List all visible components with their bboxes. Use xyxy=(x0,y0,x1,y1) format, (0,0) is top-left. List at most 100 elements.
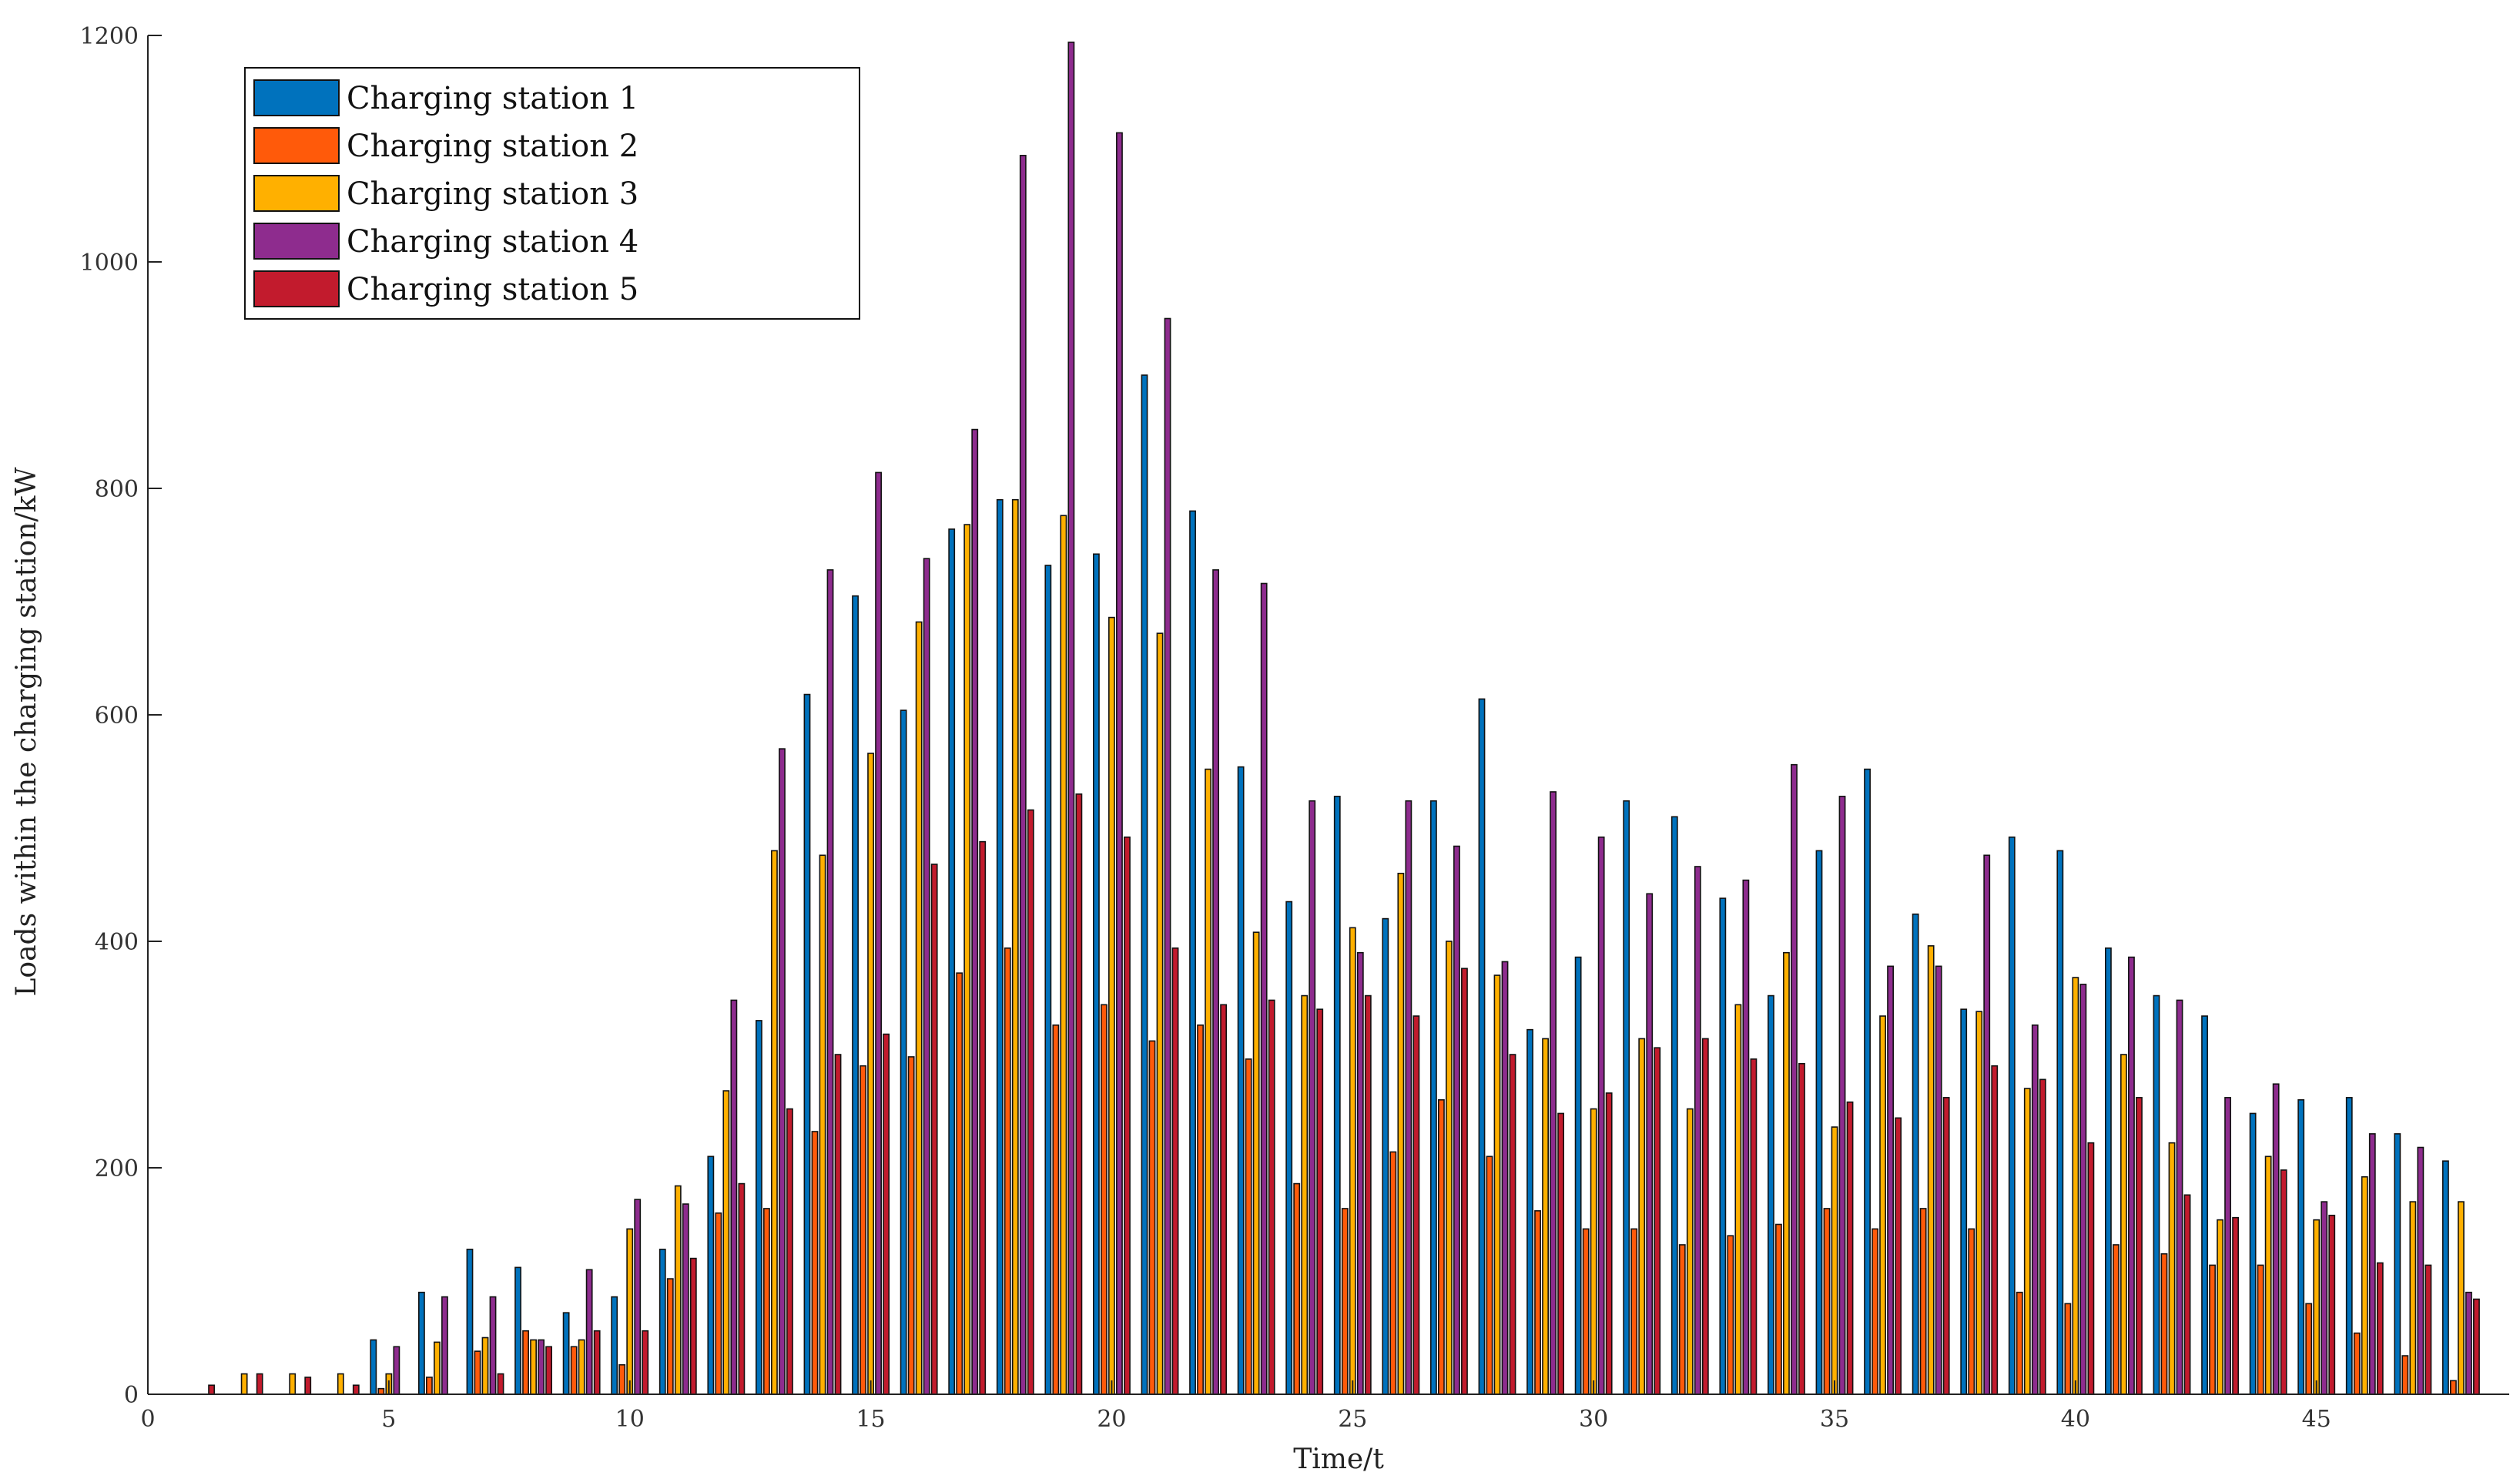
bar-series-2-t37 xyxy=(1919,1208,1927,1395)
bar-series-2-t26 xyxy=(1389,1151,1397,1395)
bar-series-4-t20 xyxy=(1116,132,1123,1395)
bar-series-1-t39 xyxy=(2008,836,2016,1395)
bar-series-5-t40 xyxy=(2087,1142,2095,1395)
legend-swatch-1 xyxy=(253,79,340,116)
bar-series-1-t12 xyxy=(707,1155,715,1395)
legend-swatch-4 xyxy=(253,223,340,260)
bar-series-2-t48 xyxy=(2450,1380,2457,1395)
bar-series-2-t18 xyxy=(1004,947,1011,1395)
bar-series-5-t13 xyxy=(786,1108,793,1395)
bar-series-1-t30 xyxy=(1574,956,1582,1395)
bar-series-5-t28 xyxy=(1509,1054,1516,1395)
bar-series-1-t10 xyxy=(611,1296,618,1395)
bar-series-1-t26 xyxy=(1382,917,1389,1395)
bar-series-5-t9 xyxy=(593,1330,601,1395)
bar-series-3-t12 xyxy=(722,1090,730,1395)
bar-series-4-t27 xyxy=(1453,845,1460,1395)
x-tick-label-5: 5 xyxy=(381,1406,396,1433)
bar-series-5-t26 xyxy=(1412,1015,1420,1395)
bar-series-1-t41 xyxy=(2105,947,2112,1395)
bar-series-2-t45 xyxy=(2305,1303,2313,1395)
bar-series-2-t12 xyxy=(715,1212,722,1395)
bar-series-2-t44 xyxy=(2257,1264,2264,1395)
bar-series-3-t10 xyxy=(626,1228,634,1395)
bar-series-2-t30 xyxy=(1582,1228,1590,1395)
bar-series-4-t40 xyxy=(2079,984,2087,1395)
bar-series-3-t35 xyxy=(1831,1126,1838,1395)
bar-series-5-t11 xyxy=(689,1257,697,1395)
bar-series-3-t45 xyxy=(2313,1219,2321,1395)
bar-series-1-t15 xyxy=(852,595,859,1395)
bar-series-5-t12 xyxy=(738,1182,746,1395)
bar-series-4-t16 xyxy=(923,558,930,1395)
x-tick-label-30: 30 xyxy=(1579,1406,1608,1433)
legend-swatch-2 xyxy=(253,127,340,164)
bar-series-1-t34 xyxy=(1768,994,1774,1395)
bar-series-4-t18 xyxy=(1019,155,1027,1395)
bar-series-5-t42 xyxy=(2183,1194,2191,1395)
legend-label-2: Charging station 2 xyxy=(347,129,638,164)
x-tick-label-40: 40 xyxy=(2061,1406,2090,1433)
bar-series-3-t24 xyxy=(1301,994,1309,1395)
bar-series-1-t19 xyxy=(1044,565,1052,1395)
bar-series-3-t48 xyxy=(2458,1201,2465,1395)
bar-series-4-t28 xyxy=(1501,961,1509,1395)
bar-series-4-t10 xyxy=(634,1199,642,1395)
bar-series-1-t8 xyxy=(514,1266,521,1395)
bar-series-5-t32 xyxy=(1701,1038,1709,1395)
bar-series-2-t42 xyxy=(2160,1253,2168,1395)
x-tick-label-15: 15 xyxy=(856,1406,885,1433)
bar-series-1-t28 xyxy=(1478,698,1486,1395)
bar-series-1-t20 xyxy=(1093,553,1100,1395)
bar-series-1-t38 xyxy=(1960,1008,1968,1395)
bar-series-3-t28 xyxy=(1493,974,1501,1395)
bar-series-1-t31 xyxy=(1623,800,1630,1395)
bar-series-4-t22 xyxy=(1212,569,1219,1395)
y-tick-label-200: 200 xyxy=(95,1155,139,1182)
bar-series-4-t43 xyxy=(2224,1097,2231,1395)
bar-series-3-t26 xyxy=(1397,873,1405,1395)
bar-series-3-t4 xyxy=(337,1373,344,1395)
bar-series-2-t9 xyxy=(570,1346,578,1395)
bar-series-4-t36 xyxy=(1887,965,1894,1395)
bar-series-5-t27 xyxy=(1461,968,1468,1395)
bar-series-5-t41 xyxy=(2136,1097,2143,1395)
bar-series-5-t34 xyxy=(1798,1062,1805,1395)
bar-series-1-t29 xyxy=(1526,1028,1533,1395)
bar-series-2-t31 xyxy=(1630,1228,1638,1395)
bar-series-4-t13 xyxy=(779,748,786,1395)
bar-series-4-t44 xyxy=(2272,1083,2280,1395)
bar-series-4-t32 xyxy=(1694,866,1701,1395)
bar-series-1-t46 xyxy=(2345,1097,2353,1395)
bar-series-3-t19 xyxy=(1060,515,1067,1395)
bar-series-2-t38 xyxy=(1968,1228,1975,1395)
bar-series-3-t42 xyxy=(2168,1142,2176,1395)
bar-series-5-t16 xyxy=(930,864,938,1395)
bar-series-5-t10 xyxy=(642,1330,649,1395)
bar-series-4-t17 xyxy=(971,428,979,1395)
bar-series-1-t43 xyxy=(2201,1015,2208,1395)
bar-series-2-t7 xyxy=(474,1350,481,1395)
bar-series-5-t7 xyxy=(497,1373,504,1395)
bar-series-2-t16 xyxy=(907,1056,915,1395)
y-tick-label-0: 0 xyxy=(124,1382,139,1409)
bar-series-2-t19 xyxy=(1052,1024,1060,1395)
bar-series-5-t17 xyxy=(979,840,987,1395)
bar-series-2-t34 xyxy=(1775,1223,1782,1395)
bar-series-2-t32 xyxy=(1678,1244,1686,1395)
x-axis-label: Time/t xyxy=(1293,1444,1384,1475)
bar-series-5-t35 xyxy=(1846,1101,1854,1395)
bar-series-3-t6 xyxy=(434,1341,441,1395)
bar-series-2-t20 xyxy=(1101,1004,1108,1395)
bar-series-3-t29 xyxy=(1542,1038,1549,1395)
bar-series-4-t29 xyxy=(1550,791,1557,1395)
bar-series-1-t5 xyxy=(370,1339,377,1395)
bar-series-5-t8 xyxy=(545,1346,552,1395)
bar-series-1-t36 xyxy=(1864,768,1871,1395)
bar-series-4-t6 xyxy=(441,1296,448,1395)
bar-series-5-t45 xyxy=(2328,1214,2336,1395)
bar-series-2-t47 xyxy=(2401,1355,2409,1395)
bar-series-5-t46 xyxy=(2376,1262,2384,1395)
bar-series-3-t17 xyxy=(963,524,971,1395)
bar-series-5-t31 xyxy=(1654,1047,1661,1395)
